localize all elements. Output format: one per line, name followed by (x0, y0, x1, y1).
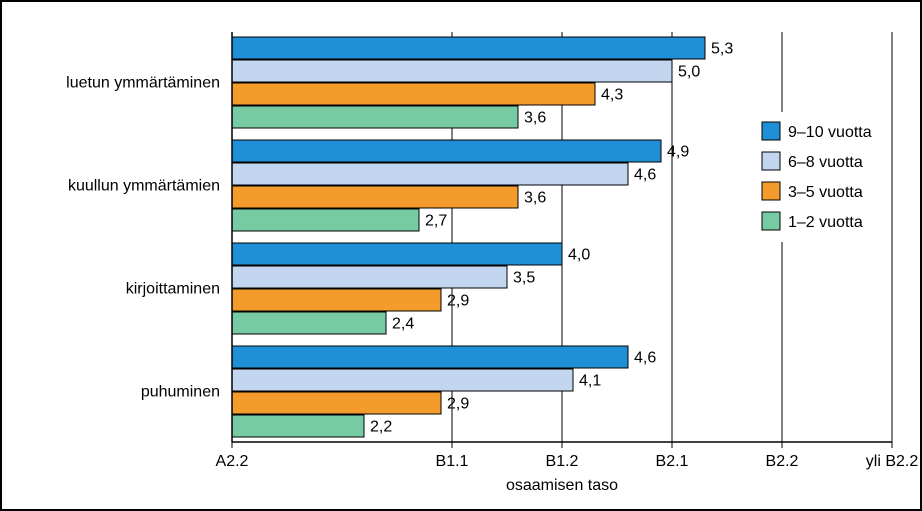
grouped-bar-chart: 5,3 5,0 4,3 3,6 luetun ymmärtäminen 4,9 4,6 3,6… (2, 2, 920, 509)
bar-value-label: 2,7 (425, 213, 447, 230)
bar-value-label: 3,6 (524, 190, 546, 207)
legend-swatch (762, 212, 780, 230)
legend-swatch (762, 152, 780, 170)
bar (232, 37, 705, 59)
bar (232, 266, 507, 288)
legend-label: 1–2 vuotta (788, 214, 863, 231)
bar (232, 369, 573, 391)
bar (232, 346, 628, 368)
x-tick-label: yli B2.2 (866, 453, 919, 470)
bar (232, 186, 518, 208)
bar (232, 415, 364, 437)
legend-swatch (762, 122, 780, 140)
bar (232, 209, 419, 231)
category-label: puhuminen (141, 384, 220, 401)
x-tick-label: B1.1 (436, 453, 469, 470)
bar-value-label: 5,0 (678, 64, 700, 81)
x-tick-label: B1.2 (546, 453, 579, 470)
x-axis-title: osaamisen taso (506, 477, 618, 494)
bar (232, 243, 562, 265)
legend-swatch (762, 182, 780, 200)
bar (232, 289, 441, 311)
bar-value-label: 2,4 (392, 316, 414, 333)
bar (232, 392, 441, 414)
bar-value-label: 4,9 (667, 144, 689, 161)
category-label: kirjoittaminen (126, 281, 220, 298)
bar-value-label: 4,6 (634, 167, 656, 184)
x-tick-label: B2.1 (656, 453, 689, 470)
bar (232, 312, 386, 334)
bar-value-label: 2,9 (447, 293, 469, 310)
bar-value-label: 3,5 (513, 270, 535, 287)
bar (232, 60, 672, 82)
bar (232, 140, 661, 162)
chart-container: 5,3 5,0 4,3 3,6 luetun ymmärtäminen 4,9 4,6 3,6… (0, 0, 922, 511)
legend-label: 9–10 vuotta (788, 124, 872, 141)
legend-label: 6–8 vuotta (788, 154, 863, 171)
x-tick-label: B2.2 (766, 453, 799, 470)
legend-label: 3–5 vuotta (788, 184, 863, 201)
bar-value-label: 4,0 (568, 247, 590, 264)
bar-value-label: 5,3 (711, 41, 733, 58)
bar (232, 163, 628, 185)
bar (232, 106, 518, 128)
category-label: luetun ymmärtäminen (66, 75, 220, 92)
bar-value-label: 4,6 (634, 350, 656, 367)
category-label: kuullun ymmärtämien (68, 178, 220, 195)
bar-value-label: 4,3 (601, 87, 623, 104)
x-tick-label: A2.2 (216, 453, 249, 470)
bar (232, 83, 595, 105)
bar-value-label: 3,6 (524, 110, 546, 127)
bar-value-label: 2,2 (370, 419, 392, 436)
bar-value-label: 2,9 (447, 396, 469, 413)
bar-value-label: 4,1 (579, 373, 601, 390)
